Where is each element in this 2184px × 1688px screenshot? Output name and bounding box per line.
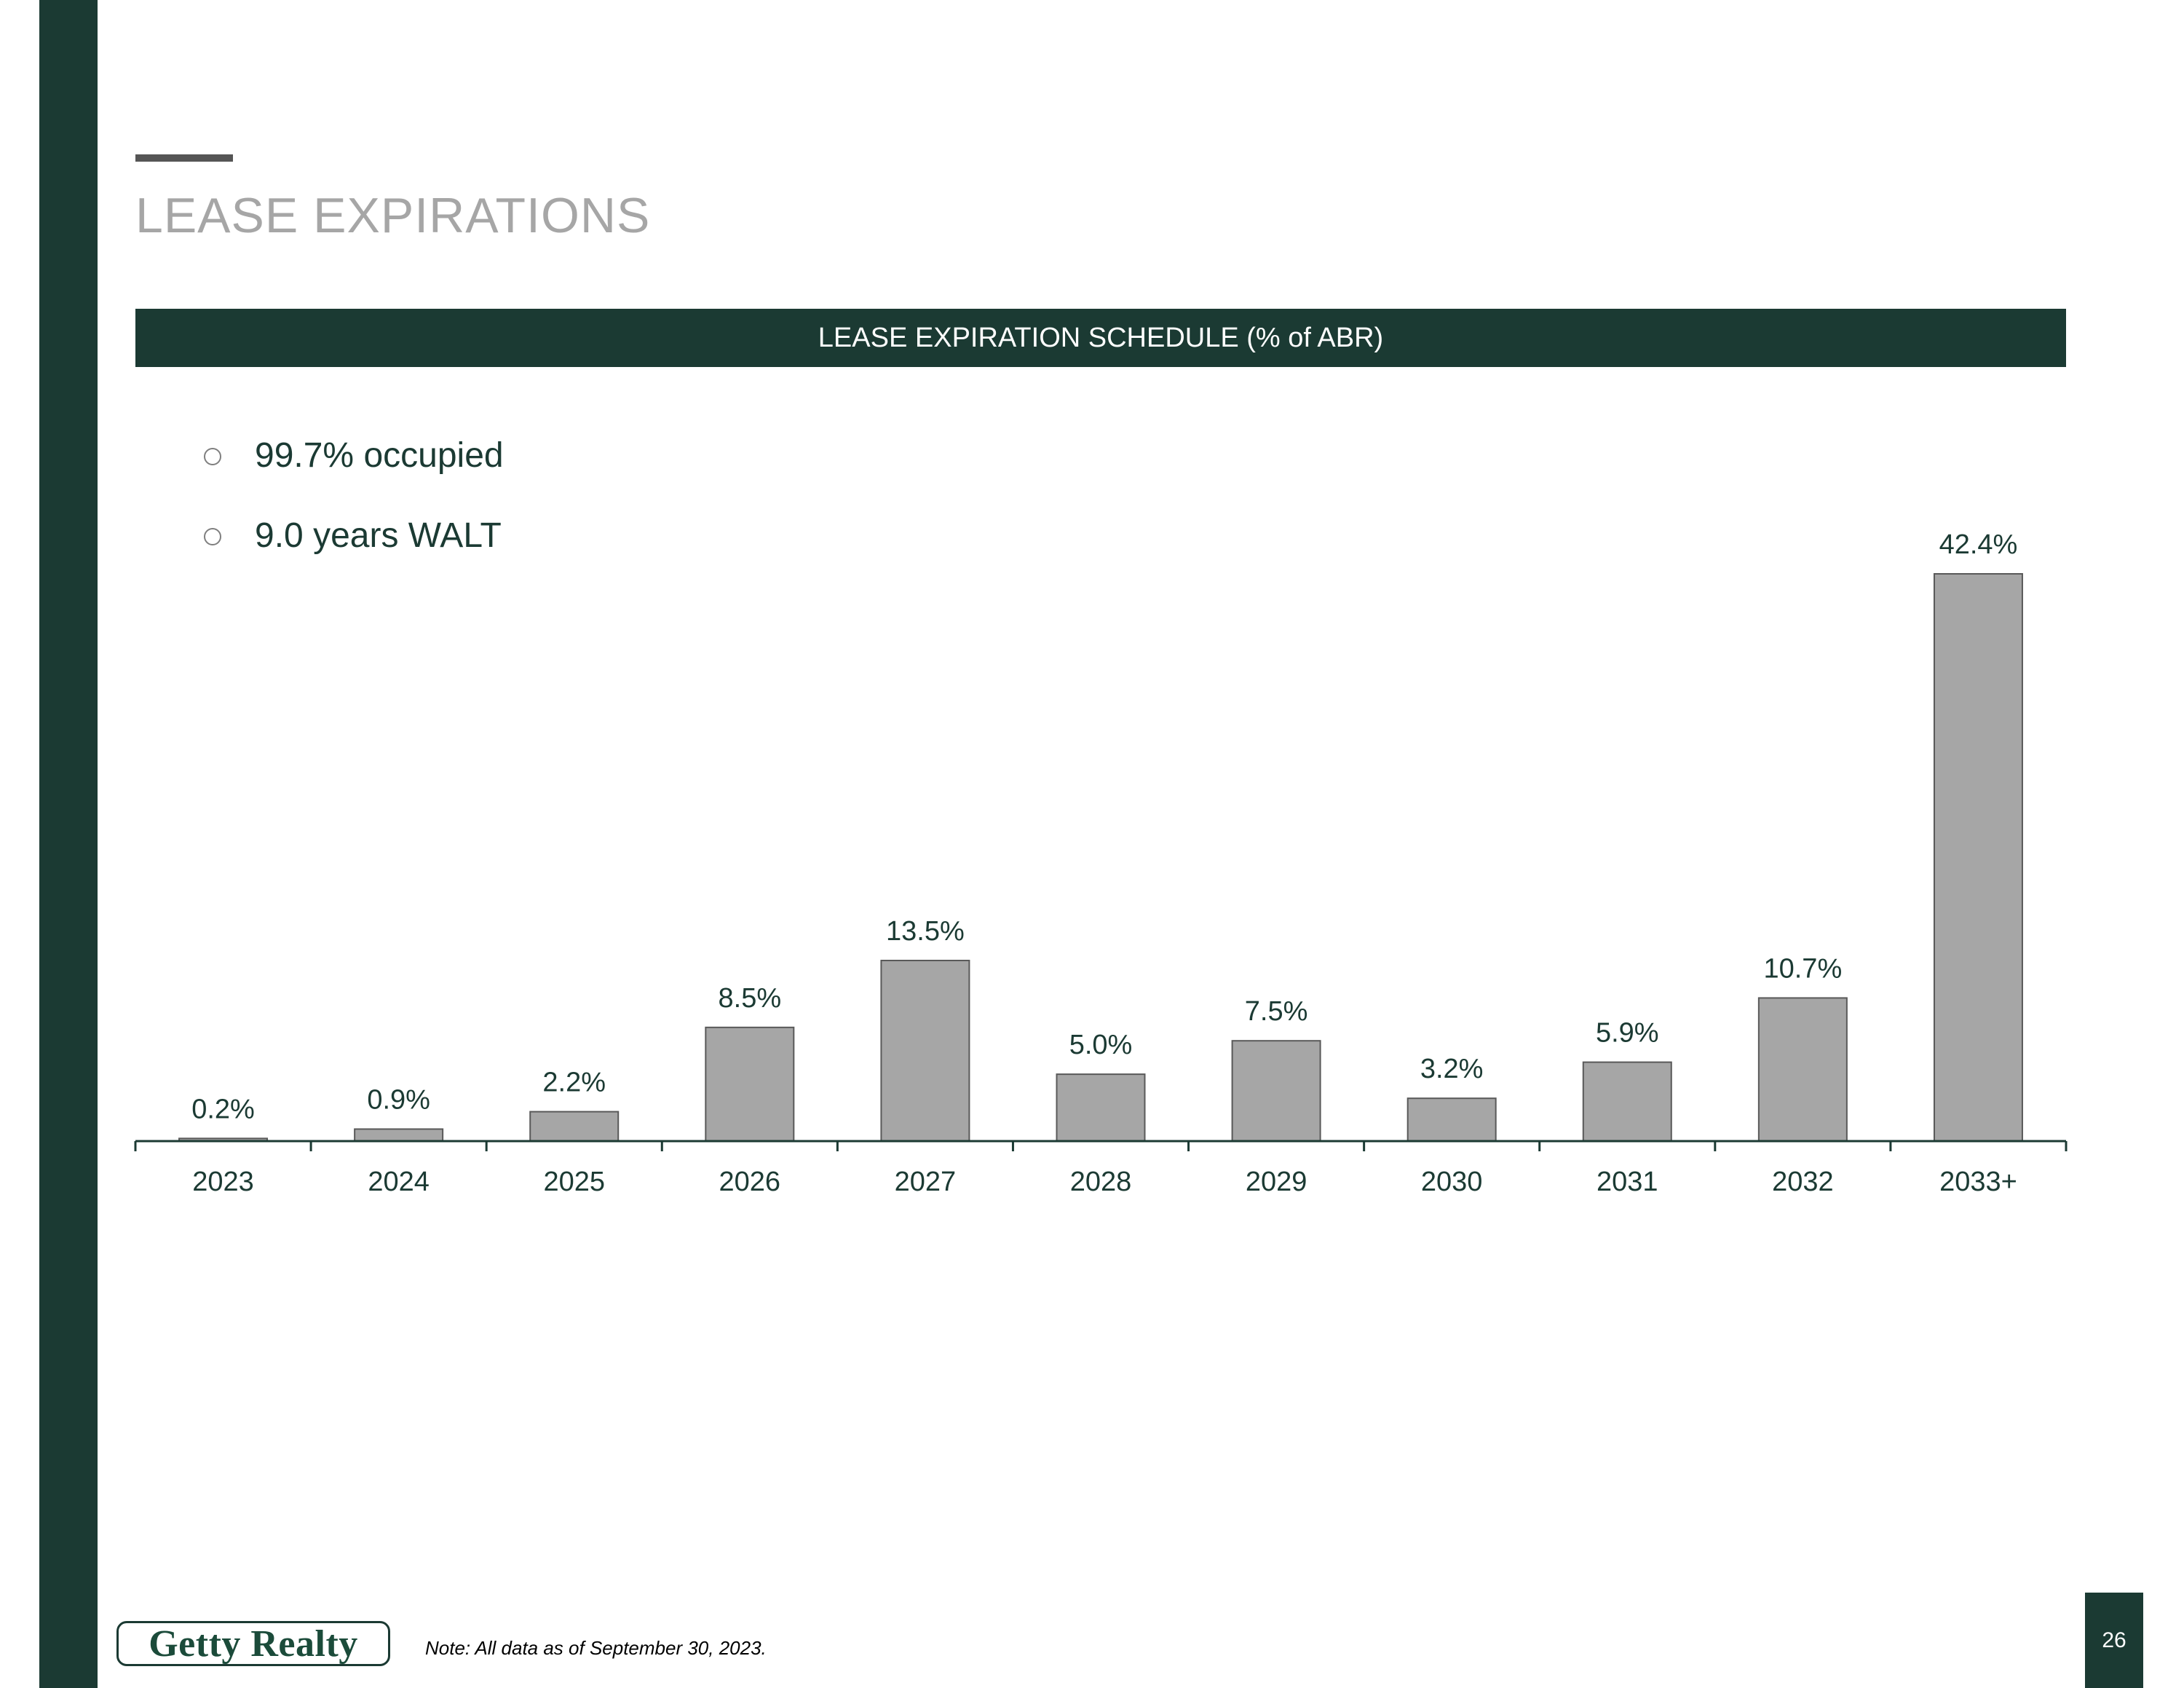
data-label-2032: 10.7% — [1763, 953, 1842, 984]
tick-label-2027: 2027 — [895, 1167, 957, 1197]
chart-title-banner: LEASE EXPIRATION SCHEDULE (% of ABR) — [135, 309, 2066, 367]
data-label-2030: 3.2% — [1420, 1054, 1484, 1084]
circle-bullet-icon — [204, 448, 221, 465]
tick-label-2024: 2024 — [368, 1167, 430, 1197]
data-label-2029: 7.5% — [1245, 996, 1308, 1027]
chart-title: LEASE EXPIRATION SCHEDULE (% of ABR) — [818, 322, 1384, 353]
data-label-2026: 8.5% — [719, 983, 782, 1014]
footnote: Note: All data as of September 30, 2023. — [425, 1637, 767, 1659]
bar-2032 — [1757, 997, 1848, 1142]
list-item: 99.7% occupied — [204, 415, 504, 495]
title-accent-rule — [135, 154, 233, 162]
tick-label-2029: 2029 — [1246, 1167, 1307, 1197]
list-item: 9.0 years WALT — [204, 495, 504, 575]
tick-label-2032: 2032 — [1772, 1167, 1834, 1197]
bar-2029 — [1231, 1040, 1321, 1143]
getty-realty-logo: Getty Realty — [116, 1621, 390, 1666]
data-label-2028: 5.0% — [1069, 1030, 1133, 1060]
data-label-2024: 0.9% — [367, 1084, 430, 1115]
bar-2026 — [705, 1026, 795, 1142]
tick-label-2031: 2031 — [1597, 1167, 1658, 1197]
tick-label-2033+: 2033+ — [1939, 1167, 2017, 1197]
page-number: 26 — [2102, 1628, 2126, 1652]
logo-text: Getty Realty — [149, 1622, 358, 1665]
left-accent-band — [39, 0, 98, 1688]
circle-bullet-icon — [204, 528, 221, 545]
bar-2033+ — [1933, 573, 2023, 1142]
data-label-2025: 2.2% — [542, 1068, 606, 1098]
page-number-box: 26 — [2085, 1593, 2143, 1688]
bar-2030 — [1406, 1097, 1497, 1142]
tick-label-2025: 2025 — [543, 1167, 605, 1197]
page-title: LEASE EXPIRATIONS — [135, 188, 651, 243]
bar-2028 — [1056, 1073, 1146, 1143]
bar-2027 — [880, 959, 970, 1143]
tick-label-2028: 2028 — [1070, 1167, 1132, 1197]
data-label-2031: 5.9% — [1596, 1018, 1659, 1049]
bar-2024 — [354, 1128, 444, 1142]
data-label-2027: 13.5% — [886, 916, 965, 947]
tick-label-2023: 2023 — [192, 1167, 254, 1197]
key-stats-list: 99.7% occupied 9.0 years WALT — [204, 415, 504, 575]
tick-label-2026: 2026 — [719, 1167, 781, 1197]
walt-stat: 9.0 years WALT — [255, 516, 502, 555]
data-label-2033+: 42.4% — [1939, 529, 2018, 560]
bar-2025 — [529, 1111, 620, 1143]
occupancy-stat: 99.7% occupied — [255, 435, 504, 475]
data-label-2023: 0.2% — [191, 1094, 255, 1124]
tick-label-2030: 2030 — [1421, 1167, 1483, 1197]
bar-2031 — [1582, 1061, 1672, 1143]
